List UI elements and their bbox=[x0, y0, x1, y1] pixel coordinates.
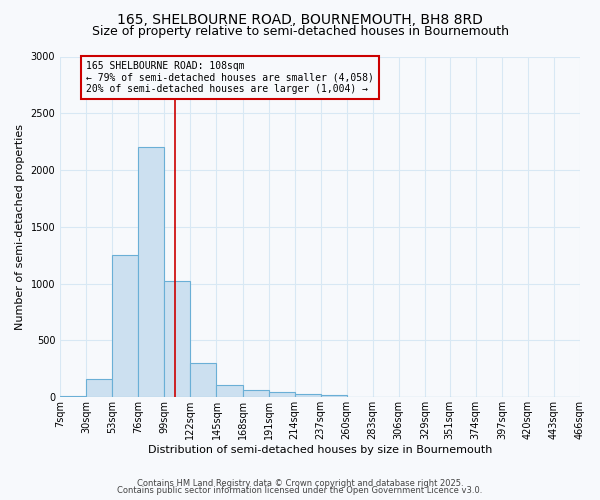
Bar bbox=[139, 148, 164, 398]
Bar bbox=[217, 385, 242, 398]
Bar bbox=[164, 282, 190, 398]
Bar bbox=[190, 363, 217, 398]
Bar bbox=[86, 379, 112, 398]
Text: Size of property relative to semi-detached houses in Bournemouth: Size of property relative to semi-detach… bbox=[91, 25, 509, 38]
Bar bbox=[295, 394, 320, 398]
Text: 165, SHELBOURNE ROAD, BOURNEMOUTH, BH8 8RD: 165, SHELBOURNE ROAD, BOURNEMOUTH, BH8 8… bbox=[117, 12, 483, 26]
X-axis label: Distribution of semi-detached houses by size in Bournemouth: Distribution of semi-detached houses by … bbox=[148, 445, 492, 455]
Bar bbox=[242, 390, 269, 398]
Bar bbox=[60, 396, 86, 398]
Bar bbox=[269, 392, 295, 398]
Y-axis label: Number of semi-detached properties: Number of semi-detached properties bbox=[15, 124, 25, 330]
Text: Contains public sector information licensed under the Open Government Licence v3: Contains public sector information licen… bbox=[118, 486, 482, 495]
Text: Contains HM Land Registry data © Crown copyright and database right 2025.: Contains HM Land Registry data © Crown c… bbox=[137, 478, 463, 488]
Bar bbox=[320, 395, 347, 398]
Bar bbox=[112, 256, 139, 398]
Text: 165 SHELBOURNE ROAD: 108sqm
← 79% of semi-detached houses are smaller (4,058)
20: 165 SHELBOURNE ROAD: 108sqm ← 79% of sem… bbox=[86, 61, 374, 94]
